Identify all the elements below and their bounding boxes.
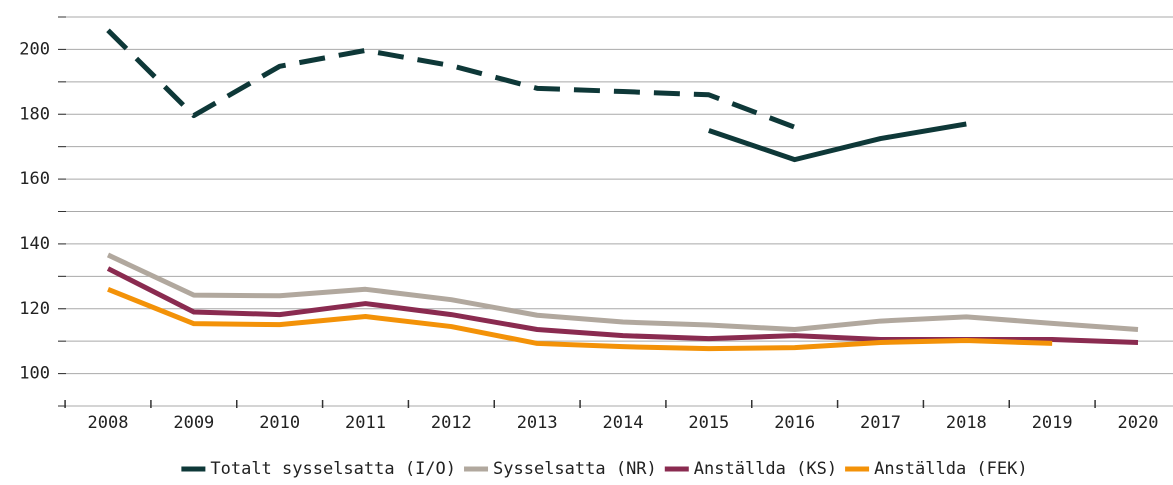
x-tick-label: 2018 bbox=[946, 413, 987, 433]
legend-label: Totalt sysselsatta (I/O) bbox=[210, 459, 456, 479]
x-tick-label: 2008 bbox=[88, 413, 129, 433]
legend-label: Anställda (FEK) bbox=[874, 459, 1028, 479]
x-tick-label: 2016 bbox=[774, 413, 815, 433]
line-series bbox=[107, 286, 1053, 352]
line-series bbox=[106, 28, 796, 130]
x-tick-label: 2020 bbox=[1118, 413, 1159, 433]
x-tick-label: 2010 bbox=[259, 413, 300, 433]
x-tick-label: 2013 bbox=[517, 413, 558, 433]
y-tick-label: 100 bbox=[19, 364, 50, 384]
y-tick-label: 160 bbox=[19, 169, 50, 189]
x-tick-label: 2014 bbox=[603, 413, 644, 433]
line-series bbox=[708, 121, 967, 163]
x-tick-label: 2012 bbox=[431, 413, 472, 433]
legend-label: Anställda (KS) bbox=[694, 459, 837, 479]
x-tick-label: 2015 bbox=[688, 413, 729, 433]
y-tick-label: 200 bbox=[19, 39, 50, 59]
x-tick-label: 2011 bbox=[345, 413, 386, 433]
legend-label: Sysselsatta (NR) bbox=[493, 459, 657, 479]
y-tick-label: 140 bbox=[19, 234, 50, 254]
x-tick-label: 2017 bbox=[860, 413, 901, 433]
y-tick-label: 120 bbox=[19, 299, 50, 319]
x-tick-label: 2019 bbox=[1032, 413, 1073, 433]
line-series bbox=[106, 252, 1139, 332]
line-series bbox=[106, 266, 1139, 345]
y-tick-label: 180 bbox=[19, 104, 50, 124]
x-tick-label: 2009 bbox=[173, 413, 214, 433]
